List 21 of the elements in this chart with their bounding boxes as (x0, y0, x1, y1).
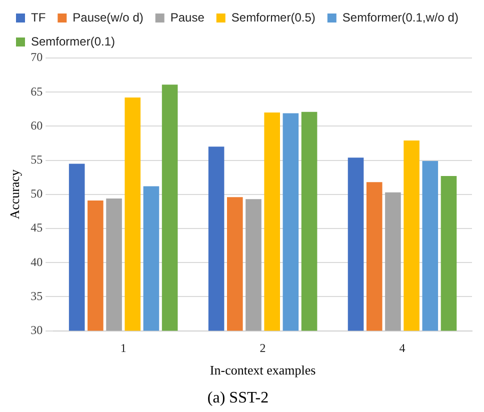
legend-label: Semformer(0.1,w/o d) (342, 10, 458, 24)
y-tick-label: 70 (30, 50, 43, 64)
legend-label: Semformer(0.1) (31, 34, 116, 48)
x-tick-label: 1 (120, 341, 126, 356)
legend-label: Pause (170, 10, 205, 24)
legend-label: Pause(w/o d) (72, 10, 144, 24)
y-tick-label: 30 (30, 322, 43, 337)
y-tick-label: 40 (30, 254, 43, 269)
y-tick-label: 60 (30, 118, 43, 132)
x-tick-label: 4 (399, 341, 406, 356)
y-tick-label: 45 (30, 220, 43, 235)
legend-label: Semformer(0.5) (231, 10, 316, 24)
y-tick-label: 50 (30, 186, 43, 201)
text: (a) SST-2 (207, 390, 269, 407)
y-tick-label: 35 (30, 288, 43, 303)
y-tick-label: 65 (30, 84, 43, 98)
y-axis-title: Accuracy (7, 169, 22, 220)
x-tick-label: 2 (260, 341, 266, 356)
y-tick-label: 55 (30, 152, 43, 166)
x-axis-title: In-context examples (210, 362, 316, 378)
legend-label: TF (31, 10, 46, 24)
